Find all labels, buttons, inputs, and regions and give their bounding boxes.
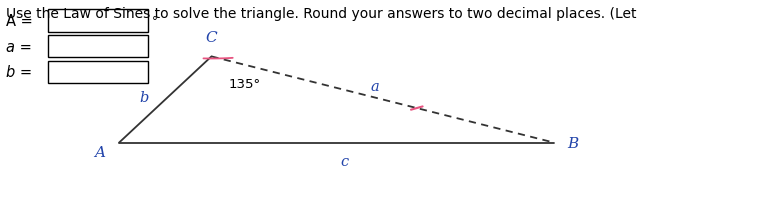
Text: °: ° (151, 15, 158, 28)
Text: a =: a = (6, 39, 32, 54)
Text: A =: A = (6, 14, 33, 29)
Text: b =: b = (6, 65, 32, 80)
Text: B: B (568, 136, 579, 150)
Text: C: C (205, 31, 218, 45)
Text: a: a (371, 80, 379, 94)
Text: b: b (139, 91, 148, 105)
Text: Use the Law of Sines to solve the triangle. Round your answers to two decimal pl: Use the Law of Sines to solve the triang… (6, 7, 641, 21)
Text: c: c (340, 154, 348, 168)
Bar (48, 61, 148, 84)
Text: A: A (95, 145, 105, 159)
Bar (48, 10, 148, 33)
Text: 135°: 135° (228, 77, 261, 90)
Bar (48, 36, 148, 58)
